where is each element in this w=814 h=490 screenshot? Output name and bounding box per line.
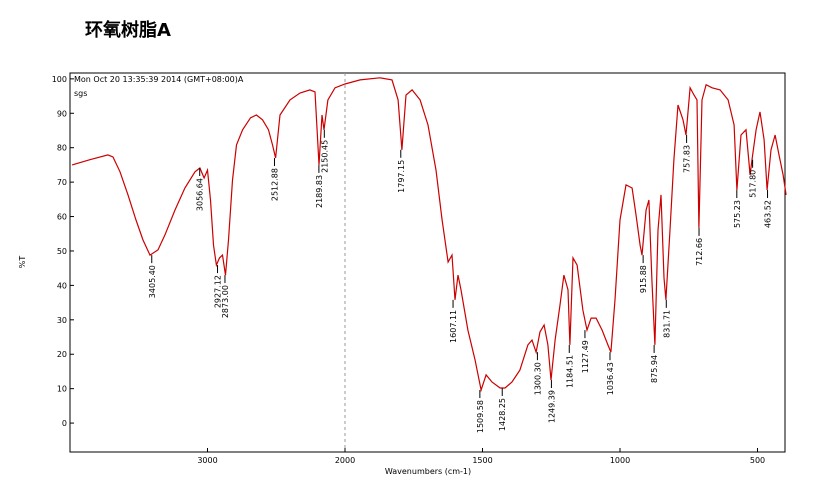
peak-label: 2150.45: [320, 140, 329, 173]
peak-label: 875.94: [650, 355, 659, 383]
peak-label: 915.88: [639, 265, 648, 293]
peak-label: 2189.83: [315, 175, 324, 208]
y-tick-label: 40: [57, 281, 67, 290]
x-tick-label: 2000: [335, 456, 355, 465]
y-tick-label: 90: [57, 109, 67, 118]
y-tick-label: 60: [57, 213, 67, 222]
header: Mon Oct 20 13:35:39 2014 (GMT+08:00)A: [74, 75, 244, 84]
peak-label: 3056.64: [196, 178, 205, 211]
peak-label: 1428.25: [498, 398, 507, 431]
y-tick-label: 100: [52, 75, 67, 84]
x-axis-label: Wavenumbers (cm-1): [385, 467, 471, 476]
y-tick-label: 50: [57, 247, 67, 256]
peak-label: 1797.15: [397, 160, 406, 193]
peak-label: 2873.00: [221, 285, 230, 318]
y-tick-label: 30: [57, 316, 67, 325]
peak-label: 2927.12: [214, 275, 223, 308]
x-tick-label: 3000: [197, 456, 217, 465]
peak-label: 3405.40: [148, 265, 157, 298]
peak-label: 1607.11: [449, 310, 458, 343]
peak-label: 575.23: [733, 200, 742, 228]
peak-label: 1249.39: [547, 390, 556, 423]
peak-label: 1509.58: [476, 400, 485, 433]
spectrum-line: [71, 77, 787, 393]
peak-label: 517.80: [749, 170, 758, 198]
chart-title: 环氧树脂A: [85, 19, 171, 41]
peak-label: 1184.51: [565, 355, 574, 388]
x-tick-label: 500: [750, 456, 765, 465]
peak-label: 831.71: [662, 310, 671, 338]
peak-label: 1036.43: [606, 362, 615, 395]
peak-label: 2512.88: [270, 168, 279, 201]
y-tick-label: 10: [57, 385, 67, 394]
x-tick-label: 1000: [610, 456, 630, 465]
peak-label: 463.52: [764, 200, 773, 228]
x-tick-label: 1500: [472, 456, 492, 465]
y-tick-label: 0: [62, 419, 67, 428]
y-tick-label: 70: [57, 178, 67, 187]
sample-name: sgs: [74, 89, 87, 98]
y-tick-label: 80: [57, 144, 67, 153]
peak-label: 712.66: [695, 238, 704, 266]
peak-label: 757.83: [683, 145, 692, 173]
plot-frame: [69, 72, 786, 453]
y-axis-label: %T: [18, 256, 27, 269]
y-tick-label: 20: [57, 350, 67, 359]
peak-label: 1300.30: [533, 362, 542, 395]
peak-label: 1127.49: [581, 340, 590, 373]
